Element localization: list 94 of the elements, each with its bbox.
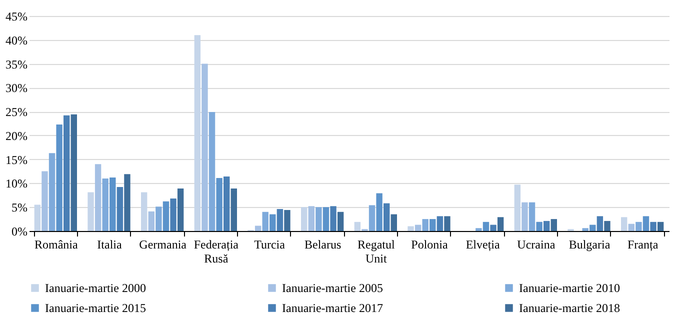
legend-label: Ianuarie-martie 2015: [45, 301, 146, 315]
bar: [156, 206, 162, 231]
x-tick-label: Elveția: [466, 238, 500, 252]
bar: [116, 187, 124, 231]
legend-label: Ianuarie-martie 2000: [45, 281, 146, 295]
bar: [650, 222, 656, 231]
legend-label: Ianuarie-martie 2010: [519, 281, 620, 295]
y-tick-label: 20%: [6, 128, 28, 143]
bar: [590, 224, 596, 231]
bar: [408, 226, 414, 231]
bar: [621, 217, 628, 231]
legend-label: Ianuarie-martie 2005: [282, 281, 383, 295]
bar: [596, 216, 604, 231]
bar: [56, 124, 62, 231]
bar: [497, 217, 504, 231]
bar: [544, 220, 550, 231]
bar: [390, 214, 397, 231]
bar: [522, 202, 528, 231]
bar: [476, 228, 482, 231]
x-tick-label: Germania: [139, 238, 188, 252]
x-tick-label: Federația Rusă: [194, 238, 240, 266]
bar: [642, 216, 650, 231]
y-tick-label: 25%: [6, 105, 28, 120]
bar: [141, 192, 148, 231]
bar: [88, 192, 94, 231]
x-tick-label: Italia: [97, 238, 122, 252]
bar: [64, 115, 70, 231]
bar: [102, 178, 108, 231]
bar: [444, 216, 450, 231]
bar: [224, 176, 230, 231]
bar: [322, 207, 330, 231]
bar: [230, 188, 237, 231]
bar: [284, 210, 290, 231]
bar: [148, 211, 154, 231]
x-tick-label: Ucraina: [517, 238, 556, 252]
x-tick-label: Turcia: [254, 238, 286, 252]
bar: [208, 112, 216, 231]
bar: [604, 220, 610, 231]
bar: [308, 206, 314, 231]
bar: [276, 209, 284, 231]
bar: [70, 114, 77, 231]
bar: [582, 228, 588, 231]
bar: [202, 64, 208, 231]
bar: [48, 153, 56, 231]
x-tick-label: Bulgaria: [568, 238, 611, 252]
x-tick-label: Belarus: [304, 238, 342, 252]
bar: [330, 206, 336, 231]
bar: [384, 203, 390, 231]
bar: [124, 174, 130, 231]
bar: [528, 202, 536, 231]
x-tick-label: Polonia: [411, 238, 449, 252]
y-tick-label: 10%: [6, 176, 28, 191]
y-tick-label: 30%: [6, 81, 28, 96]
legend-label: Ianuarie-martie 2018: [519, 301, 620, 315]
bar: [170, 198, 176, 231]
bar: [422, 219, 428, 231]
y-tick-label: 5%: [12, 200, 28, 215]
bar: [482, 222, 490, 231]
bar: [262, 212, 268, 231]
bar: [376, 193, 382, 231]
y-tick-label: 35%: [6, 57, 28, 72]
x-tick-label: România: [34, 238, 78, 252]
y-tick-label: 45%: [6, 10, 28, 24]
bar: [414, 224, 422, 231]
bar: [430, 219, 436, 231]
bar: [301, 207, 308, 231]
bar: [628, 224, 634, 231]
bar: [177, 188, 184, 231]
y-tick-label: 40%: [6, 33, 28, 48]
bar: [354, 222, 361, 231]
bar: [34, 204, 41, 231]
bar: [636, 222, 642, 231]
bar: [110, 177, 116, 231]
y-tick-label: 15%: [6, 152, 28, 167]
bar: [490, 224, 496, 231]
bar: [194, 35, 201, 231]
bar: [162, 201, 170, 231]
legend-label: Ianuarie-martie 2017: [282, 301, 383, 315]
x-tick-label: Regatul Unit: [358, 238, 396, 266]
y-tick-label: 0%: [12, 224, 28, 238]
bar: [550, 219, 557, 231]
bar: [216, 178, 222, 231]
bar: [368, 205, 376, 231]
bar: [657, 222, 664, 231]
bar: [436, 216, 444, 231]
bar: [270, 214, 276, 231]
bar: [337, 212, 344, 231]
bar: [94, 164, 102, 231]
bar: [42, 171, 48, 231]
bar: [254, 226, 262, 231]
bar: [536, 222, 542, 231]
bar: [316, 207, 322, 231]
x-tick-label: Franța: [628, 238, 659, 252]
bar: [514, 184, 521, 231]
